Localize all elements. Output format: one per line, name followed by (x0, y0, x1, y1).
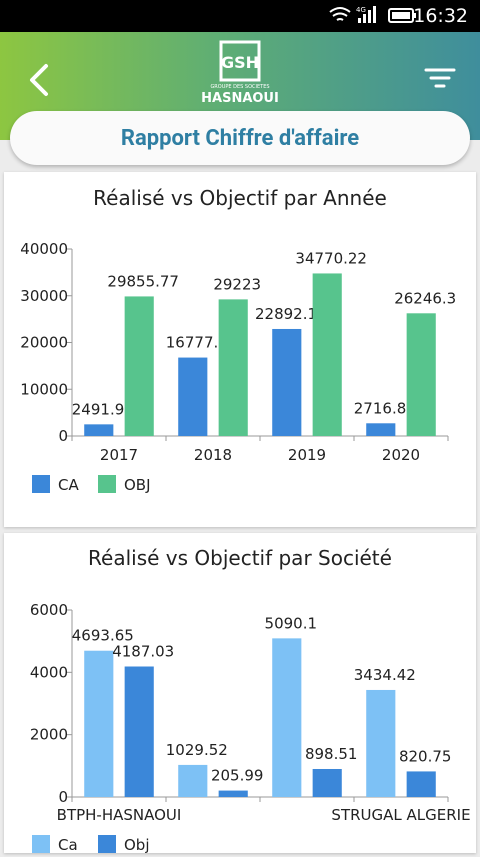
bar (178, 357, 208, 436)
data-label: 205.99 (211, 767, 264, 785)
legend-label: OBJ (124, 476, 151, 494)
back-button[interactable] (30, 64, 48, 96)
chart-card: Réalisé vs Objectif par Société 0 2000 4000… (4, 533, 476, 854)
legend-swatch (32, 835, 50, 853)
chart-title: Réalisé vs Objectif par Société (88, 546, 392, 570)
status-icons: 4G 16:32 (329, 5, 468, 27)
x-tick-label: BTPH-HASNAOUI (57, 806, 182, 824)
bar (84, 424, 114, 436)
y-tick-label: 40000 (20, 240, 68, 258)
x-tick-label: STRUGAL ALGERIE (331, 806, 470, 824)
y-tick-label: 2000 (30, 726, 68, 744)
bar (312, 273, 342, 436)
logo-name: HASNAOUI (201, 91, 279, 106)
status-bar: 4G 16:32 (0, 0, 480, 32)
chart-card: Réalisé vs Objectif par Année 0 10000 20000… (4, 172, 476, 527)
chart-title: Réalisé vs Objectif par Année (93, 186, 387, 210)
wifi-icon (329, 7, 351, 21)
logo-mark: GSH (221, 53, 259, 72)
bar (84, 650, 114, 797)
data-label: 3434.42 (354, 666, 416, 684)
bar (124, 296, 154, 436)
signal-icon (358, 6, 376, 23)
chart: Réalisé vs Objectif par Année 0 10000 20000… (20, 186, 456, 494)
chart: Réalisé vs Objectif par Société 0 2000 4000… (30, 546, 471, 854)
page-title: Rapport Chiffre d'affaire (10, 111, 470, 165)
data-label: 820.75 (399, 747, 452, 765)
bar (406, 771, 436, 797)
data-label: 34770.22 (295, 249, 367, 267)
data-label: 2716.86 (354, 399, 416, 417)
legend-swatch (98, 835, 116, 853)
y-tick-label: 30000 (20, 287, 68, 305)
legend-label: Ca (58, 836, 78, 853)
data-label: 4187.03 (112, 643, 174, 661)
x-tick-label: 2017 (100, 446, 138, 464)
bar (312, 768, 342, 797)
bar (272, 328, 302, 436)
battery-icon (388, 8, 416, 23)
filter-button[interactable] (424, 68, 456, 88)
data-label: 22892.14 (255, 305, 327, 323)
bar (178, 764, 208, 797)
data-label: 5090.1 (265, 614, 318, 632)
bar (124, 666, 154, 797)
data-label: 29223 (213, 275, 261, 293)
x-tick-label: 2019 (288, 446, 326, 464)
y-tick-label: 10000 (20, 380, 68, 398)
data-label: 4693.65 (72, 627, 134, 645)
logo: GSH GROUPE DES SOCIETES HASNAOUI (201, 40, 279, 106)
data-label: 16777.8 (166, 334, 228, 352)
legend-label: CA (58, 476, 79, 494)
x-tick-label: 2018 (194, 446, 232, 464)
bar (272, 638, 302, 797)
data-label: 29855.77 (107, 272, 179, 290)
bar (406, 313, 436, 436)
y-tick-label: 6000 (30, 601, 68, 619)
y-tick-label: 20000 (20, 334, 68, 352)
legend-label: Obj (124, 836, 150, 853)
legend-swatch (32, 475, 50, 493)
y-tick-label: 4000 (30, 663, 68, 681)
bar (366, 423, 396, 436)
bar (366, 689, 396, 797)
data-label: 898.51 (305, 745, 358, 763)
bar (218, 790, 248, 797)
data-label: 1029.52 (166, 741, 228, 759)
network-type: 4G (356, 6, 366, 14)
y-tick-label: 0 (58, 788, 68, 806)
data-label: 26246.3 (394, 289, 456, 307)
bar (218, 299, 248, 436)
legend-swatch (98, 475, 116, 493)
x-tick-label: 2020 (382, 446, 420, 464)
data-label: 2491.98 (72, 400, 134, 418)
y-tick-label: 0 (58, 427, 68, 445)
logo-caption: GROUPE DES SOCIETES (210, 84, 269, 90)
clock: 16:32 (413, 5, 468, 27)
header-graphics: GSH GROUPE DES SOCIETES HASNAOUI (30, 40, 456, 106)
